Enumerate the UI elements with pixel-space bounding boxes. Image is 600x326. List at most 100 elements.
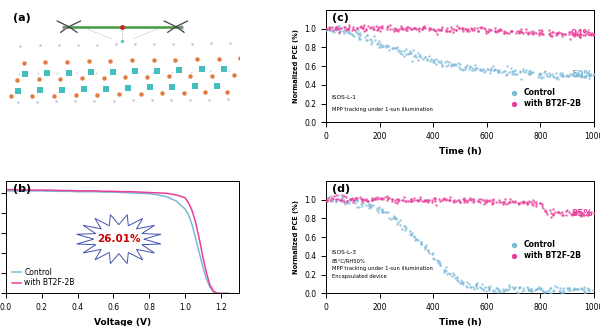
Point bbox=[532, 203, 541, 208]
Point bbox=[357, 26, 367, 31]
Point bbox=[410, 52, 420, 58]
Point bbox=[325, 194, 334, 200]
Point bbox=[344, 28, 354, 34]
Point bbox=[537, 201, 547, 207]
Point bbox=[396, 26, 406, 31]
Point bbox=[445, 272, 455, 277]
Point bbox=[464, 66, 473, 71]
Point bbox=[442, 64, 451, 69]
Control bbox=[65, 189, 72, 193]
Point bbox=[535, 30, 544, 36]
Point bbox=[370, 196, 380, 201]
Point bbox=[580, 212, 589, 217]
Point bbox=[428, 58, 437, 63]
Control bbox=[38, 189, 46, 193]
Point bbox=[425, 25, 435, 30]
Point bbox=[441, 28, 451, 33]
Point bbox=[407, 196, 416, 201]
Point bbox=[482, 198, 492, 203]
Point bbox=[566, 72, 575, 77]
Point bbox=[323, 199, 332, 204]
Point bbox=[420, 198, 430, 203]
Point bbox=[548, 211, 558, 216]
Point bbox=[376, 42, 386, 47]
with BT2F-2B bbox=[20, 188, 28, 192]
Point bbox=[550, 209, 559, 215]
Point bbox=[455, 65, 464, 70]
Point bbox=[421, 243, 431, 248]
Point bbox=[374, 45, 384, 50]
Point bbox=[377, 206, 386, 212]
Point bbox=[420, 198, 430, 203]
Point bbox=[572, 32, 582, 37]
with BT2F-2B bbox=[217, 291, 224, 295]
Point bbox=[526, 287, 536, 292]
Point bbox=[572, 74, 582, 79]
X-axis label: Time (h): Time (h) bbox=[439, 147, 482, 156]
Point bbox=[332, 27, 341, 32]
Point bbox=[556, 210, 565, 215]
Point bbox=[545, 286, 554, 291]
Point bbox=[376, 28, 385, 33]
Point bbox=[423, 247, 433, 253]
Point bbox=[459, 200, 469, 205]
Point bbox=[420, 54, 430, 59]
Point bbox=[455, 200, 464, 205]
Point bbox=[424, 248, 433, 253]
Point bbox=[480, 199, 490, 204]
Point bbox=[523, 31, 533, 36]
Point bbox=[499, 30, 508, 36]
Control bbox=[29, 189, 37, 193]
Point bbox=[333, 25, 343, 30]
Point bbox=[362, 37, 371, 43]
Point bbox=[553, 76, 562, 82]
Point bbox=[528, 202, 538, 207]
Point bbox=[448, 61, 458, 67]
Point bbox=[391, 215, 400, 221]
Point bbox=[414, 28, 424, 33]
Point bbox=[481, 69, 490, 74]
with BT2F-2B bbox=[188, 209, 196, 213]
Point bbox=[528, 31, 538, 36]
Point bbox=[499, 28, 508, 34]
Point bbox=[473, 199, 483, 204]
Point bbox=[352, 197, 361, 202]
Point bbox=[383, 23, 393, 28]
Point bbox=[491, 286, 501, 291]
Point bbox=[445, 28, 454, 33]
Point bbox=[446, 24, 456, 29]
Point bbox=[382, 198, 392, 203]
Point bbox=[508, 69, 517, 74]
Y-axis label: Normalized PCE (%): Normalized PCE (%) bbox=[293, 29, 299, 103]
Point bbox=[437, 24, 447, 29]
Point bbox=[418, 26, 427, 32]
Point bbox=[416, 241, 426, 246]
Point bbox=[334, 30, 344, 36]
with BT2F-2B bbox=[224, 291, 232, 295]
Point bbox=[494, 288, 504, 293]
Control bbox=[155, 193, 162, 197]
Point bbox=[339, 199, 349, 204]
Point bbox=[511, 284, 520, 289]
Point bbox=[480, 27, 490, 32]
Point bbox=[558, 285, 568, 290]
Point bbox=[550, 284, 559, 289]
Point bbox=[583, 210, 593, 215]
Point bbox=[547, 286, 556, 291]
Point bbox=[367, 24, 376, 30]
Point bbox=[371, 23, 381, 29]
Point bbox=[402, 27, 412, 32]
Point bbox=[442, 59, 452, 64]
Point bbox=[505, 197, 515, 202]
Point bbox=[532, 201, 541, 206]
Point bbox=[406, 232, 416, 237]
Point bbox=[392, 221, 402, 226]
Y-axis label: Normalized PCE (%): Normalized PCE (%) bbox=[293, 200, 299, 274]
Point bbox=[542, 288, 551, 293]
Point bbox=[388, 215, 397, 221]
Point bbox=[485, 198, 494, 203]
Point bbox=[577, 214, 586, 219]
Point bbox=[358, 24, 368, 29]
Point bbox=[476, 67, 485, 73]
Point bbox=[341, 194, 351, 200]
